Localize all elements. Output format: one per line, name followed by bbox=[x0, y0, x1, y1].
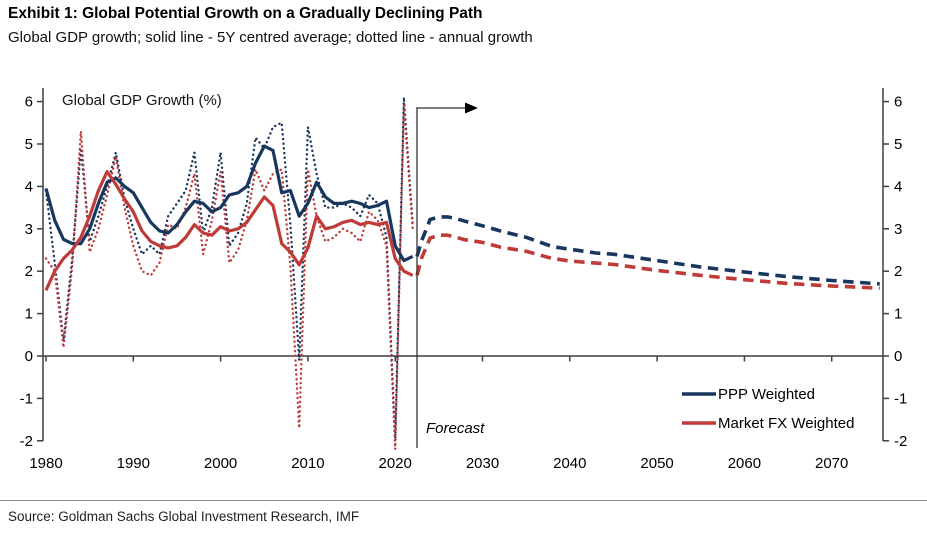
legend-label: PPP Weighted bbox=[718, 386, 815, 403]
legend-label: Market FX Weighted bbox=[718, 415, 854, 432]
y-tick-label-right: 5 bbox=[894, 136, 902, 153]
x-tick-label: 1990 bbox=[117, 455, 150, 472]
x-tick-label: 2040 bbox=[553, 455, 586, 472]
y-tick-label-left: 3 bbox=[25, 221, 33, 238]
y-tick-label-left: 6 bbox=[25, 94, 33, 111]
chart-inner-label: Global GDP Growth (%) bbox=[62, 92, 222, 109]
x-tick-label: 2050 bbox=[640, 455, 673, 472]
y-tick-label-right: 1 bbox=[894, 306, 902, 323]
series-ppp-weighted-annual-growth bbox=[44, 97, 414, 441]
y-tick-label-right: 4 bbox=[894, 178, 902, 195]
x-tick-label: 2060 bbox=[728, 455, 761, 472]
forecast-arrow-head bbox=[465, 102, 478, 114]
forecast-label: Forecast bbox=[426, 420, 485, 437]
y-tick-label-right: 6 bbox=[894, 94, 902, 111]
y-tick-label-left: 0 bbox=[25, 348, 33, 365]
series-market-fx-weighted-annual-growth bbox=[44, 105, 414, 450]
series-market-fx-weighted-5y-centred-average bbox=[44, 170, 414, 291]
y-tick-label-left: 4 bbox=[25, 178, 33, 195]
y-tick-label-left: -2 bbox=[20, 433, 33, 450]
source-divider bbox=[0, 500, 927, 501]
y-tick-label-left: 2 bbox=[25, 263, 33, 280]
x-tick-label: 2000 bbox=[204, 455, 237, 472]
exhibit-title: Exhibit 1: Global Potential Growth on a … bbox=[8, 5, 483, 22]
y-tick-label-left: -1 bbox=[20, 390, 33, 407]
y-tick-label-right: 2 bbox=[894, 263, 902, 280]
y-tick-label-right: 0 bbox=[894, 348, 902, 365]
legend: PPP Weighted Market FX Weighted bbox=[682, 386, 854, 432]
x-tick-label: 1980 bbox=[29, 455, 62, 472]
y-tick-label-left: 5 bbox=[25, 136, 33, 153]
y-tick-label-right: -1 bbox=[894, 390, 907, 407]
legend-item-ppp-weighted: PPP Weighted bbox=[682, 386, 815, 403]
y-tick-label-right: 3 bbox=[894, 221, 902, 238]
x-tick-label: 2070 bbox=[815, 455, 848, 472]
legend-item-market-fx-weighted: Market FX Weighted bbox=[682, 415, 854, 432]
exhibit-subtitle: Global GDP growth; solid line - 5Y centr… bbox=[8, 29, 533, 46]
x-tick-label: 2010 bbox=[291, 455, 324, 472]
series-ppp-weighted-5y-centred-average bbox=[44, 144, 414, 263]
x-tick-label: 2030 bbox=[466, 455, 499, 472]
y-tick-label-right: -2 bbox=[894, 433, 907, 450]
series-ppp-weighted-forecast bbox=[415, 215, 880, 286]
x-tick-label: 2020 bbox=[379, 455, 412, 472]
y-tick-label-left: 1 bbox=[25, 306, 33, 323]
source-note: Source: Goldman Sachs Global Investment … bbox=[8, 509, 360, 524]
series-group bbox=[44, 97, 880, 450]
